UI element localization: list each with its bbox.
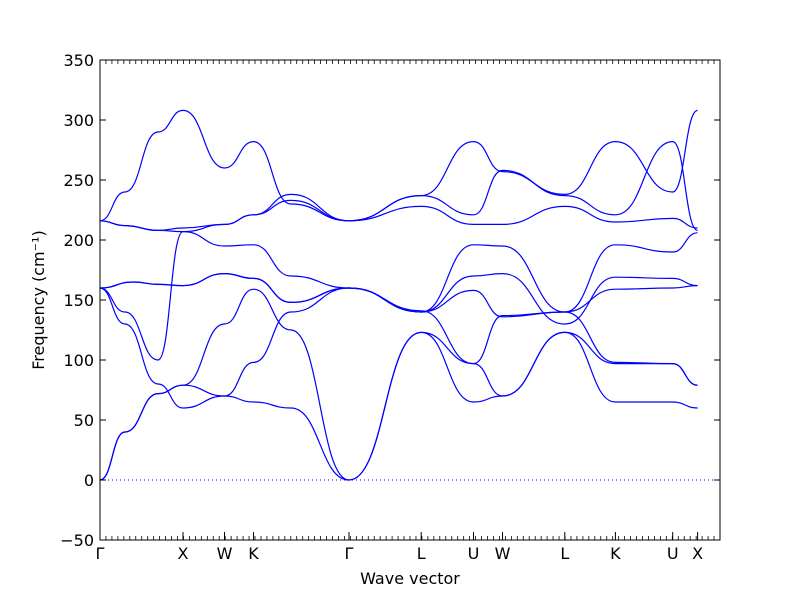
y-tick-label: 50 — [74, 411, 94, 430]
x-tick-label: K — [248, 544, 259, 563]
x-tick-label: Γ — [345, 544, 354, 563]
phonon-band-9 — [100, 109, 698, 222]
plot-frame — [99, 59, 721, 541]
phonon-bands — [100, 109, 698, 481]
y-tick-label: −50 — [60, 531, 94, 550]
y-axis: −50 0 50 100 150 200 250 300 350 — [60, 51, 720, 550]
y-tick-label: 250 — [63, 171, 94, 190]
x-tick-label: W — [217, 544, 233, 563]
x-axis-label: Wave vector — [360, 569, 460, 588]
x-minor-ticks — [99, 60, 721, 540]
y-tick-label: 150 — [63, 291, 94, 310]
x-tick-label: Γ — [96, 544, 105, 563]
x-tick-label: U — [667, 544, 679, 563]
y-tick-label: 100 — [63, 351, 94, 370]
x-tick-label: W — [495, 544, 511, 563]
y-axis-label: Frequency (cm⁻¹) — [29, 230, 48, 369]
plot-area — [100, 60, 720, 540]
y-tick-label: 300 — [63, 111, 94, 130]
x-tick-label: K — [610, 544, 621, 563]
x-tick-label: L — [417, 544, 426, 563]
x-tick-label: X — [692, 544, 703, 563]
y-tick-label: 350 — [63, 51, 94, 70]
y-tick-label: 0 — [84, 471, 94, 490]
y-tick-label: 200 — [63, 231, 94, 250]
x-tick-label: X — [178, 544, 189, 563]
x-tick-label: L — [560, 544, 569, 563]
x-tick-label: U — [468, 544, 480, 563]
phonon-band-6 — [100, 230, 698, 361]
phonon-band-3 — [100, 287, 698, 481]
